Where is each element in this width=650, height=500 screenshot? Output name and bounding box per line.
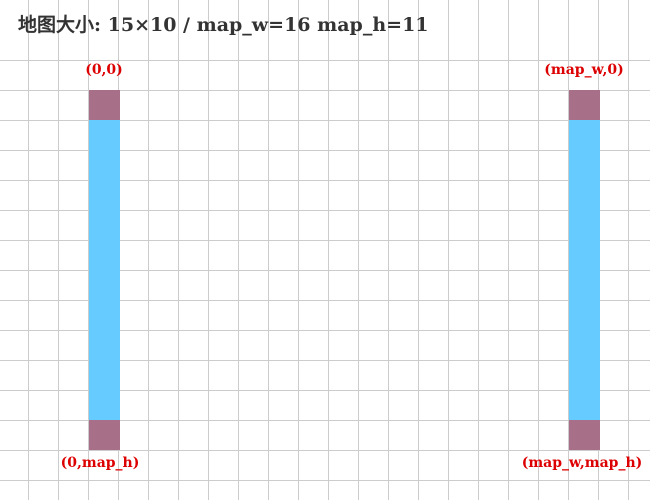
map-size-title: 地图大小: 15×10 / map_w=16 map_h=11 (18, 14, 429, 36)
corner-cell-top-left (89, 90, 120, 120)
corner-cell-top-right (569, 90, 600, 120)
corner-cell-bottom-right (569, 420, 600, 450)
corner-label-top-left: (0,0) (85, 62, 123, 78)
column-body-right (569, 120, 600, 420)
corner-label-top-right: (map_w,0) (544, 62, 624, 78)
corner-cell-bottom-left (89, 420, 120, 450)
corner-label-bottom-right: (map_w,map_h) (521, 455, 643, 471)
column-body-left (89, 120, 120, 420)
corner-label-bottom-left: (0,map_h) (60, 455, 140, 471)
